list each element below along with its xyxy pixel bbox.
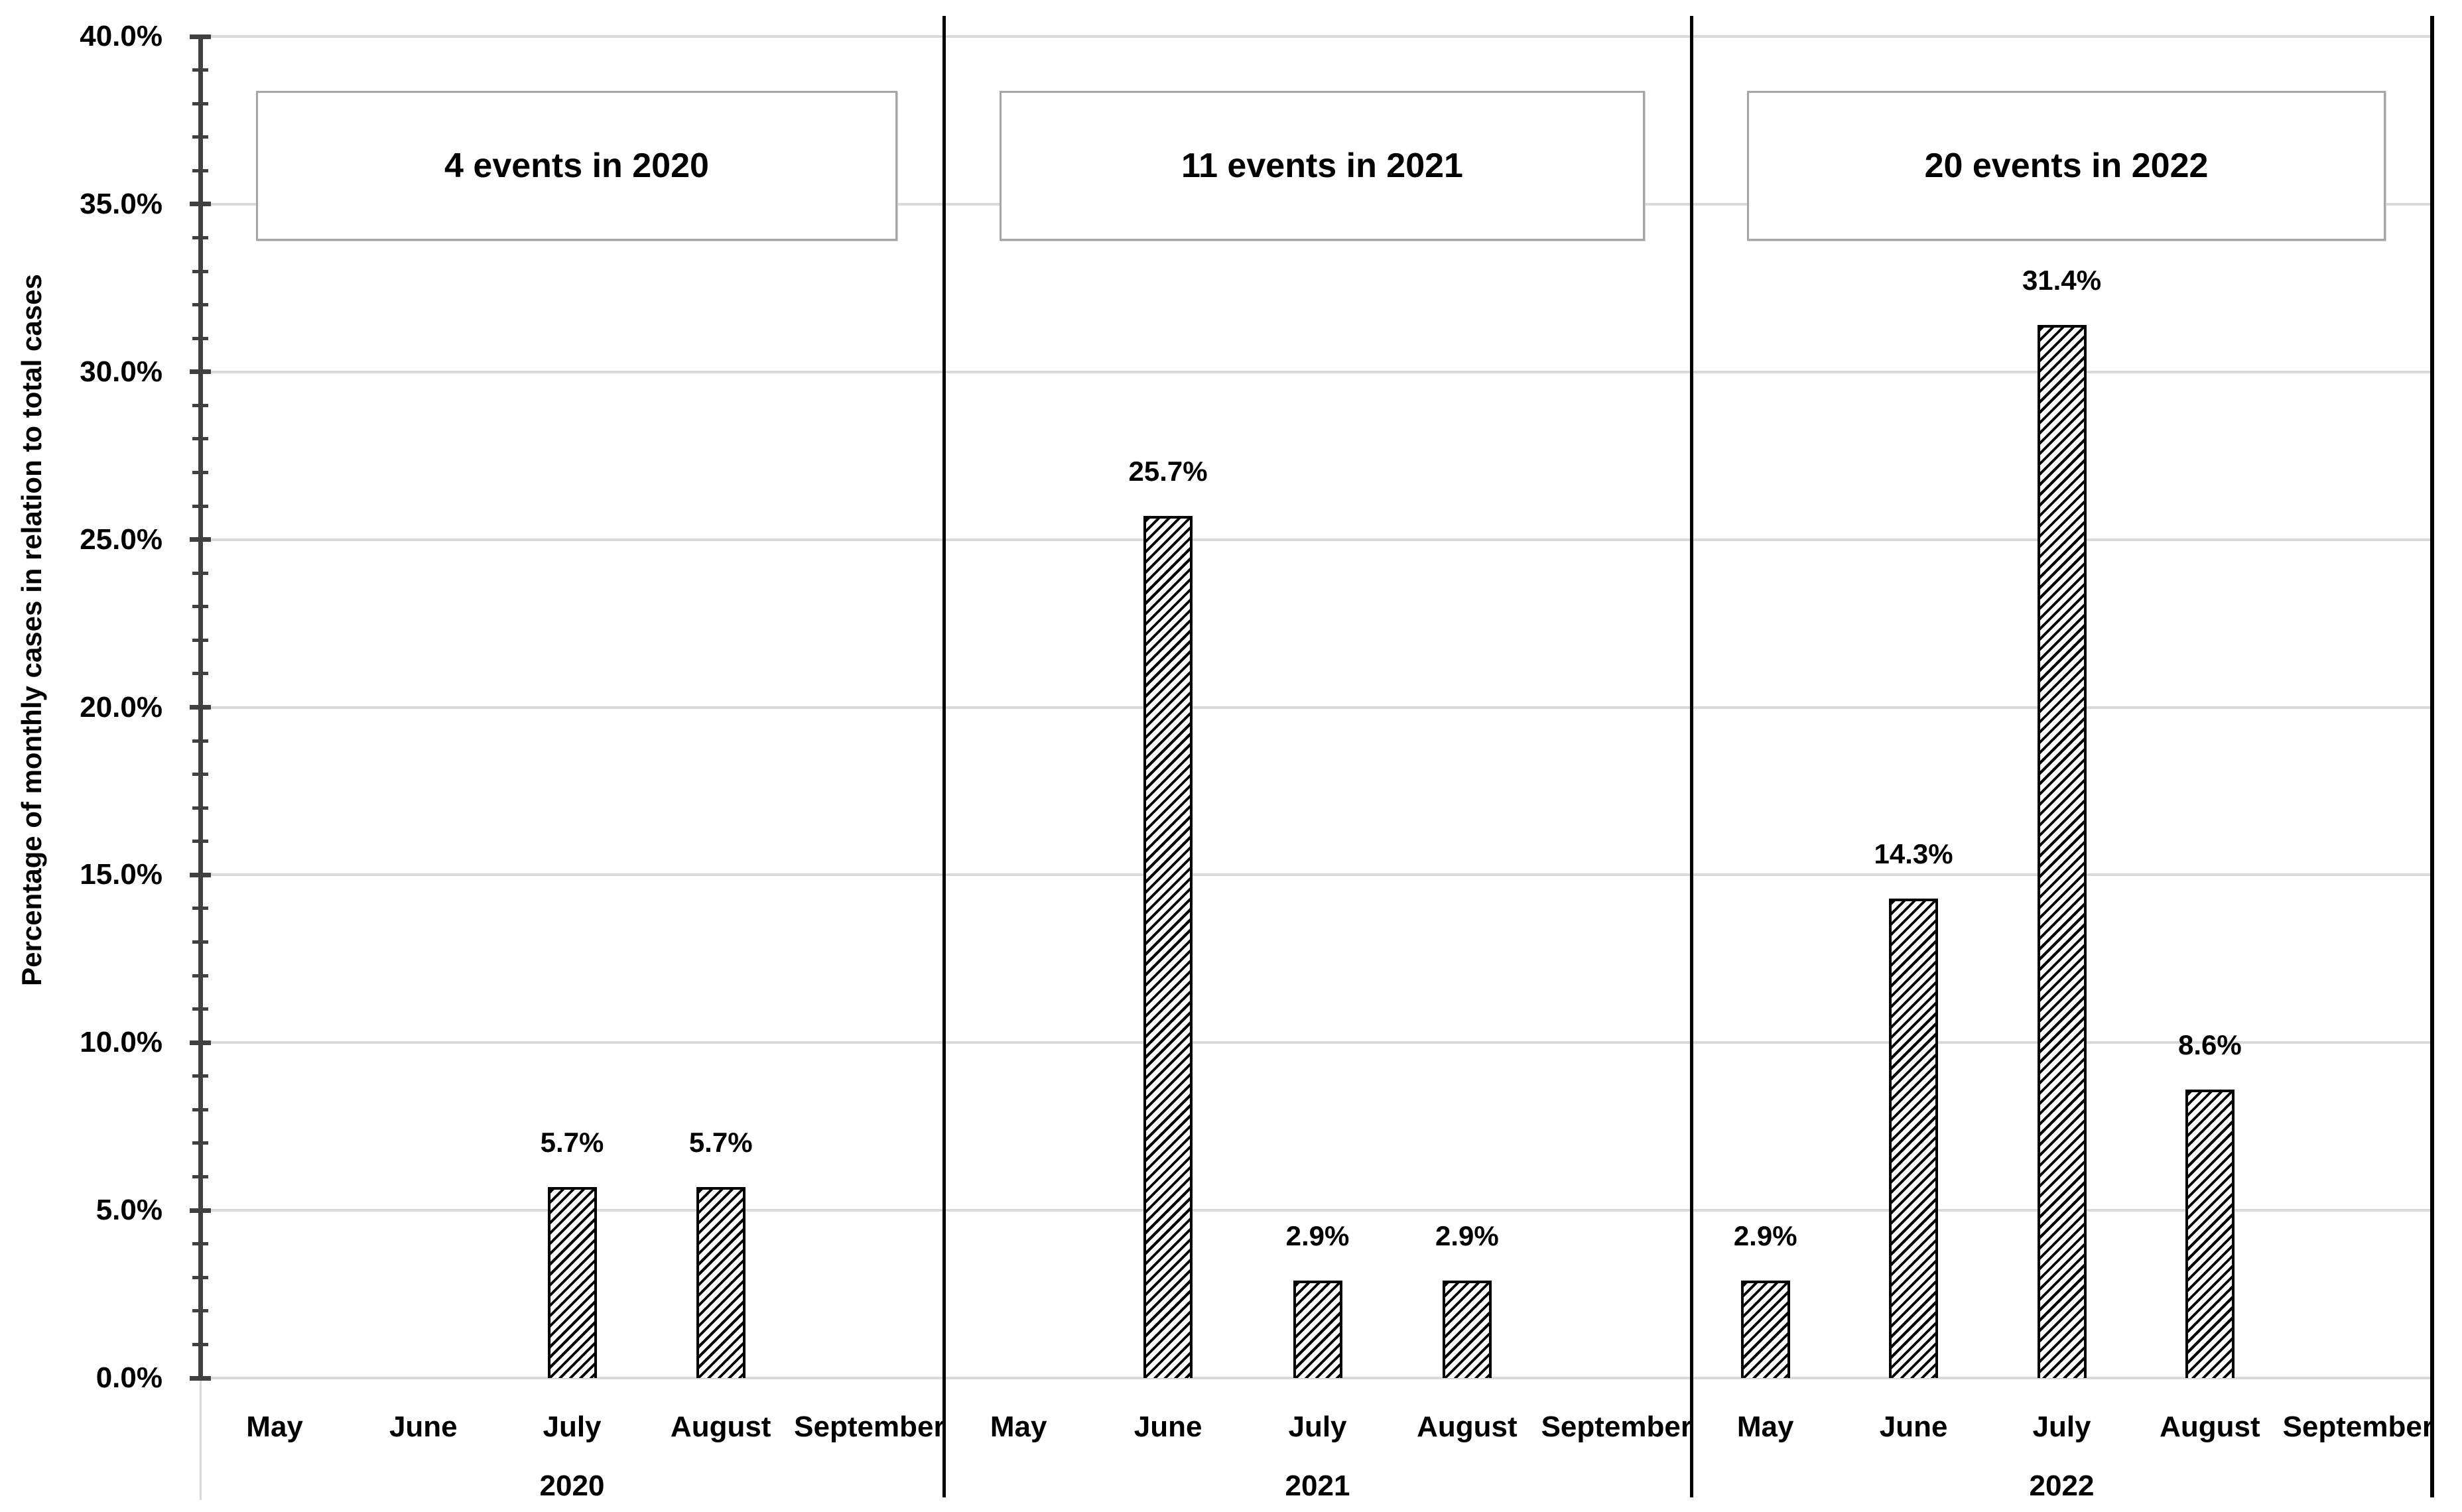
y-axis-line — [198, 35, 203, 1378]
annotation-text-2021: 11 events in 2021 — [1181, 147, 1463, 185]
month-label-2022-may: May — [1736, 1411, 1794, 1443]
month-label-2021-august: August — [1417, 1411, 1518, 1443]
gridline-0pct — [200, 1377, 2432, 1379]
plot-right-border — [2430, 16, 2434, 1497]
gridline-20pct — [200, 706, 2432, 709]
y-tick-label-10.0%: 10.0% — [80, 1026, 162, 1059]
bar-2021-june — [1143, 516, 1193, 1378]
month-label-2022-june: June — [1879, 1411, 1948, 1443]
y-tick-label-30.0%: 30.0% — [80, 355, 162, 388]
month-label-2022-july: July — [2032, 1411, 2091, 1443]
bar-value-label-2020-august: 5.7% — [688, 1126, 753, 1158]
gridline-25pct — [200, 538, 2432, 541]
y-tick-label-15.0%: 15.0% — [80, 858, 162, 891]
annotation-box-2020: 4 events in 2020 — [256, 91, 897, 241]
annotation-text-2022: 20 events in 2022 — [1924, 147, 2209, 185]
bar-2020-july — [547, 1186, 597, 1378]
annotation-box-2022: 20 events in 2022 — [1747, 91, 2386, 241]
gridline-10pct — [200, 1041, 2432, 1044]
month-label-2020-may: May — [246, 1411, 303, 1443]
bar-2021-july — [1293, 1281, 1342, 1378]
y-tick-label-20.0%: 20.0% — [80, 690, 162, 724]
gridline-40pct — [200, 35, 2432, 38]
bar-2022-august — [2185, 1090, 2235, 1378]
month-label-2020-september: September — [794, 1411, 945, 1443]
month-label-2021-may: May — [990, 1411, 1047, 1443]
month-label-2021-july: July — [1288, 1411, 1347, 1443]
bar-2022-july — [2037, 324, 2087, 1378]
month-label-2022-september: September — [2282, 1411, 2434, 1443]
month-label-2020-june: June — [389, 1411, 458, 1443]
gridline-30pct — [200, 370, 2432, 373]
y-tick-label-25.0%: 25.0% — [80, 523, 162, 556]
bar-2020-august — [696, 1186, 745, 1378]
bar-value-label-2020-july: 5.7% — [540, 1126, 604, 1158]
bar-2022-june — [1889, 898, 1939, 1378]
bar-value-label-2022-july: 31.4% — [2022, 264, 2102, 296]
bar-2021-august — [1442, 1281, 1492, 1378]
bar-value-label-2021-july: 2.9% — [1285, 1220, 1350, 1252]
bar-2022-may — [1740, 1281, 1790, 1378]
gridline-15pct — [200, 873, 2432, 877]
month-label-2022-august: August — [2160, 1411, 2260, 1443]
bar-value-label-2022-august: 8.6% — [2178, 1029, 2242, 1061]
month-label-2020-july: July — [543, 1411, 602, 1443]
annotation-text-2020: 4 events in 2020 — [444, 147, 709, 185]
bar-value-label-2022-june: 14.3% — [1874, 838, 1953, 869]
y-tick-label-0.0%: 0.0% — [96, 1361, 162, 1394]
bar-value-label-2022-may: 2.9% — [1733, 1220, 1797, 1252]
annotation-box-2021: 11 events in 2021 — [1000, 91, 1645, 241]
y-tick-label-35.0%: 35.0% — [80, 187, 162, 220]
month-label-2021-june: June — [1134, 1411, 1202, 1443]
y-axis-extension — [200, 1378, 202, 1500]
year-label-2022: 2022 — [2029, 1470, 2095, 1502]
year-label-2021: 2021 — [1285, 1470, 1350, 1502]
month-label-2020-august: August — [670, 1411, 771, 1443]
month-label-2021-september: September — [1541, 1411, 1693, 1443]
panel-separator-2 — [1690, 16, 1693, 1497]
bar-value-label-2021-august: 2.9% — [1435, 1220, 1499, 1252]
bar-value-label-2021-june: 25.7% — [1128, 456, 1208, 487]
year-label-2020: 2020 — [539, 1470, 605, 1502]
y-tick-label-40.0%: 40.0% — [80, 20, 162, 52]
y-tick-label-5.0%: 5.0% — [96, 1194, 162, 1227]
y-axis-major-tick — [190, 1375, 211, 1381]
gridline-5pct — [200, 1209, 2432, 1212]
panel-separator-1 — [942, 16, 946, 1497]
